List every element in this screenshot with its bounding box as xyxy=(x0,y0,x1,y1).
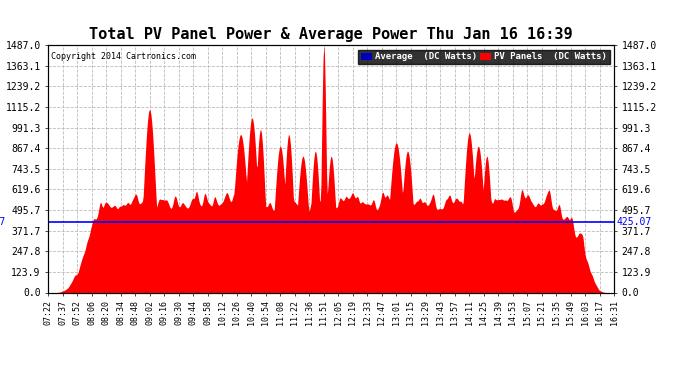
Text: 425.07: 425.07 xyxy=(617,217,652,227)
Text: 425.07: 425.07 xyxy=(0,217,6,227)
Text: Copyright 2014 Cartronics.com: Copyright 2014 Cartronics.com xyxy=(51,53,196,62)
Title: Total PV Panel Power & Average Power Thu Jan 16 16:39: Total PV Panel Power & Average Power Thu… xyxy=(90,27,573,42)
Legend: Average  (DC Watts), PV Panels  (DC Watts): Average (DC Watts), PV Panels (DC Watts) xyxy=(359,50,609,64)
